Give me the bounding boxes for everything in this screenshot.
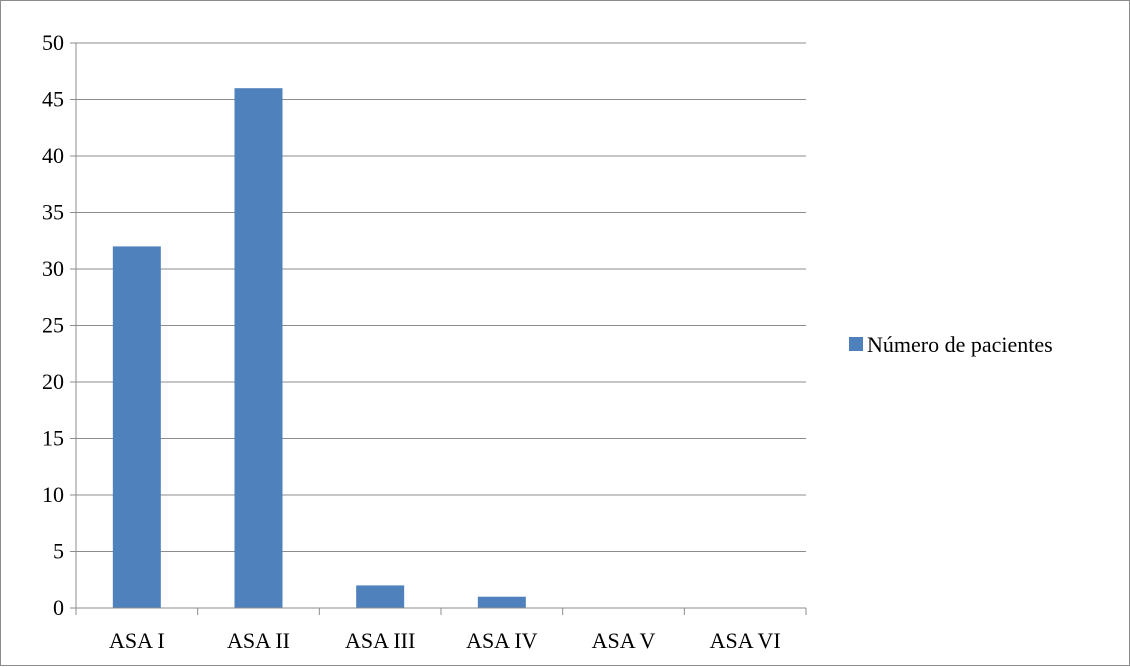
y-tick-label: 35 xyxy=(42,200,64,225)
y-tick-labels: 0 5 10 15 20 25 30 35 40 45 50 xyxy=(42,30,64,620)
x-tick-label: ASA VI xyxy=(710,628,781,653)
x-tick-label: ASA I xyxy=(109,628,165,653)
legend: Número de pacientes xyxy=(849,332,1053,357)
y-tick-label: 25 xyxy=(42,313,64,338)
y-tick-label: 10 xyxy=(42,482,64,507)
y-tick-label: 5 xyxy=(53,539,64,564)
x-tick-label: ASA III xyxy=(345,628,415,653)
y-tick-label: 50 xyxy=(42,30,64,55)
x-tick-label: ASA V xyxy=(592,628,656,653)
x-tick-labels: ASA I ASA II ASA III ASA IV ASA V ASA VI xyxy=(109,628,781,653)
bar xyxy=(112,246,161,608)
legend-swatch xyxy=(849,337,863,351)
bar xyxy=(477,596,526,608)
x-tick-label: ASA IV xyxy=(466,628,538,653)
x-tick-label: ASA II xyxy=(227,628,290,653)
y-tick-label: 30 xyxy=(42,256,64,281)
y-tick-label: 45 xyxy=(42,87,64,112)
axes xyxy=(75,43,807,615)
bars xyxy=(112,88,526,608)
legend-label: Número de pacientes xyxy=(867,332,1053,357)
y-tick-label: 15 xyxy=(42,426,64,451)
y-tick-label: 0 xyxy=(53,595,64,620)
gridlines xyxy=(70,42,806,609)
y-tick-label: 20 xyxy=(42,369,64,394)
bar xyxy=(356,585,405,608)
y-tick-label: 40 xyxy=(42,143,64,168)
bar xyxy=(234,88,283,608)
